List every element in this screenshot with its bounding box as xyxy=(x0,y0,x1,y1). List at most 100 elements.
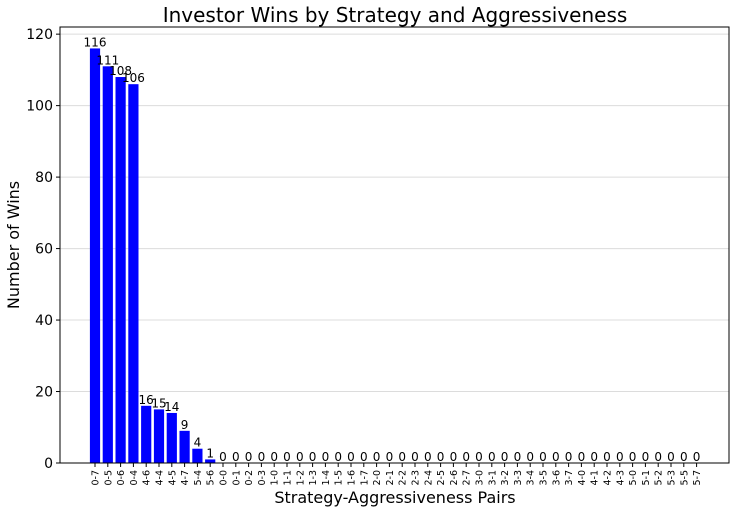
grid-lines xyxy=(60,33,729,393)
x-tick-label: 4-6 xyxy=(142,470,153,486)
data-label: 0 xyxy=(309,450,317,464)
bars xyxy=(89,48,216,464)
bar xyxy=(192,448,203,463)
data-label: 0 xyxy=(565,450,573,464)
data-label: 0 xyxy=(667,450,675,464)
x-tick-label: 5-6 xyxy=(206,470,217,486)
data-label: 1 xyxy=(206,446,214,460)
x-tick-label: 3-6 xyxy=(551,470,562,486)
x-tick-label: 4-2 xyxy=(603,470,614,486)
x-tick-label: 3-1 xyxy=(487,470,498,486)
x-tick-label: 1-7 xyxy=(359,470,370,486)
x-tick-label: 2-5 xyxy=(436,470,447,486)
data-label: 14 xyxy=(164,400,179,414)
data-label: 0 xyxy=(642,450,650,464)
x-tick-label: 5-1 xyxy=(641,470,652,486)
data-label: 0 xyxy=(693,450,701,464)
data-label: 116 xyxy=(84,35,107,49)
x-tick-label: 3-3 xyxy=(513,470,524,486)
data-label: 0 xyxy=(347,450,355,464)
data-label: 0 xyxy=(475,450,483,464)
data-label: 0 xyxy=(245,450,253,464)
x-tick-label: 2-0 xyxy=(372,470,383,486)
data-label: 0 xyxy=(501,450,509,464)
bar xyxy=(205,459,216,463)
x-tick-label: 4-5 xyxy=(167,470,178,486)
data-label: 106 xyxy=(122,71,145,85)
x-tick-label: 1-4 xyxy=(321,470,332,486)
data-label: 0 xyxy=(398,450,406,464)
data-label: 0 xyxy=(386,450,394,464)
x-tick-label: 4-3 xyxy=(615,470,626,486)
y-tick-label: 40 xyxy=(35,313,53,329)
data-label: 0 xyxy=(526,450,534,464)
x-tick-label: 0-7 xyxy=(91,470,102,486)
x-tick-label: 0-5 xyxy=(103,470,114,486)
data-label: 0 xyxy=(488,450,496,464)
data-label: 108 xyxy=(109,64,132,78)
x-tick-label: 3-0 xyxy=(475,470,486,486)
x-axis-label: Strategy-Aggressiveness Pairs xyxy=(274,488,515,507)
data-label: 111 xyxy=(96,53,119,67)
data-label: 0 xyxy=(296,450,304,464)
x-tick-label: 4-1 xyxy=(590,470,601,486)
x-tick-label: 2-4 xyxy=(423,470,434,486)
bar xyxy=(166,412,177,463)
x-tick-label: 0-0 xyxy=(219,470,230,486)
x-tick-label: 1-3 xyxy=(308,470,319,486)
y-axis-ticks: 0 20 40 60 80 100 120 xyxy=(26,27,60,472)
x-tick-label: 5-5 xyxy=(679,470,690,486)
bar xyxy=(89,48,101,463)
x-tick-label: 2-6 xyxy=(449,470,460,486)
x-tick-label: 5-0 xyxy=(628,470,639,486)
data-label: 0 xyxy=(654,450,662,464)
x-tick-label: 1-6 xyxy=(347,470,358,486)
x-tick-label: 2-3 xyxy=(411,470,422,486)
data-label: 0 xyxy=(232,450,240,464)
data-label: 0 xyxy=(450,450,458,464)
x-tick-label: 1-0 xyxy=(270,470,281,486)
y-tick-label: 60 xyxy=(35,242,53,258)
data-label: 0 xyxy=(590,450,598,464)
data-label: 0 xyxy=(616,450,624,464)
x-tick-label: 2-1 xyxy=(385,470,396,486)
x-tick-label: 5-3 xyxy=(667,470,678,486)
x-tick-label: 3-7 xyxy=(564,470,575,486)
data-label: 0 xyxy=(552,450,560,464)
x-tick-label: 4-0 xyxy=(577,470,588,486)
y-tick-label: 100 xyxy=(26,99,53,115)
data-label: 0 xyxy=(437,450,445,464)
y-tick-label: 20 xyxy=(35,385,53,401)
x-tick-label: 3-2 xyxy=(500,470,511,486)
data-label: 0 xyxy=(578,450,586,464)
x-tick-label: 5-2 xyxy=(654,470,665,486)
bar xyxy=(153,409,165,463)
data-label: 0 xyxy=(360,450,368,464)
x-tick-label: 0-4 xyxy=(129,470,140,486)
data-label: 16 xyxy=(139,393,154,407)
x-tick-label: 0-6 xyxy=(116,470,127,486)
bar xyxy=(102,66,113,464)
data-label: 0 xyxy=(334,450,342,464)
x-tick-label: 0-3 xyxy=(257,470,268,486)
x-axis-ticks: 0-7 0-5 0-6 0-4 4-6 4-4 4-5 4-7 5-4 5-6 0-0 0-1 0-2 0… xyxy=(91,463,703,486)
x-tick-label: 1-1 xyxy=(283,470,294,486)
x-tick-label: 1-5 xyxy=(334,470,345,486)
data-label: 15 xyxy=(151,396,166,410)
plot-frame xyxy=(59,26,730,464)
y-tick-label: 80 xyxy=(35,170,53,186)
data-label: 9 xyxy=(181,418,189,432)
bar xyxy=(179,430,190,463)
data-label: 0 xyxy=(373,450,381,464)
data-label: 0 xyxy=(219,450,227,464)
bar xyxy=(115,77,126,464)
x-tick-label: 2-7 xyxy=(462,470,473,486)
data-label: 0 xyxy=(322,450,330,464)
bar xyxy=(128,84,139,463)
x-tick-label: 2-2 xyxy=(398,470,409,486)
data-label: 0 xyxy=(258,450,266,464)
bar xyxy=(141,405,152,463)
x-tick-label: 3-5 xyxy=(539,470,550,486)
data-label: 0 xyxy=(514,450,522,464)
